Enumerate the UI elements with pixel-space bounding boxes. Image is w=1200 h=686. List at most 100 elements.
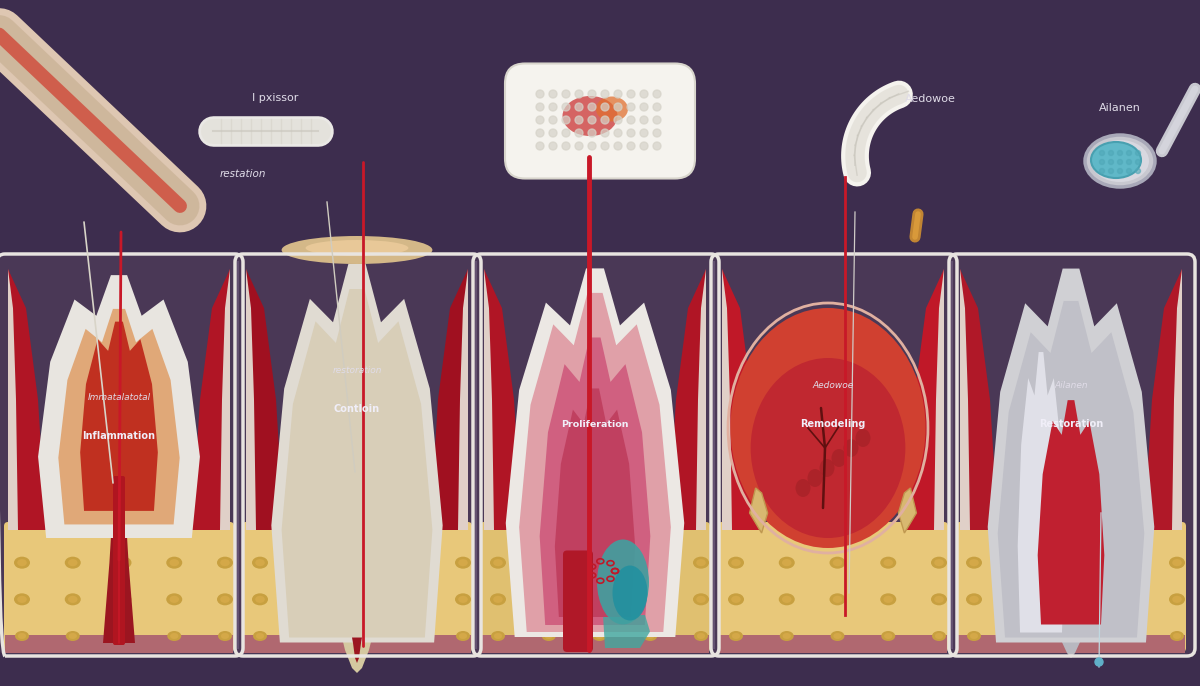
Ellipse shape bbox=[935, 633, 943, 639]
Circle shape bbox=[628, 103, 635, 111]
Ellipse shape bbox=[167, 556, 182, 569]
Circle shape bbox=[536, 142, 544, 150]
Circle shape bbox=[1127, 150, 1132, 156]
Ellipse shape bbox=[304, 631, 318, 641]
Ellipse shape bbox=[408, 559, 418, 566]
Ellipse shape bbox=[252, 556, 268, 569]
Circle shape bbox=[614, 103, 622, 111]
Ellipse shape bbox=[642, 556, 659, 569]
Ellipse shape bbox=[494, 633, 502, 639]
Circle shape bbox=[1109, 150, 1114, 156]
Ellipse shape bbox=[731, 308, 925, 548]
Ellipse shape bbox=[541, 556, 557, 569]
Circle shape bbox=[550, 90, 557, 98]
Ellipse shape bbox=[306, 559, 316, 566]
Polygon shape bbox=[750, 488, 768, 533]
Ellipse shape bbox=[408, 595, 418, 603]
Circle shape bbox=[601, 129, 610, 137]
Ellipse shape bbox=[530, 86, 570, 116]
Circle shape bbox=[1135, 150, 1140, 156]
FancyBboxPatch shape bbox=[113, 476, 125, 645]
Ellipse shape bbox=[490, 593, 506, 605]
Ellipse shape bbox=[833, 559, 842, 566]
Ellipse shape bbox=[1122, 633, 1130, 639]
Ellipse shape bbox=[1020, 559, 1030, 566]
Polygon shape bbox=[220, 269, 230, 530]
FancyBboxPatch shape bbox=[480, 522, 710, 652]
Circle shape bbox=[550, 142, 557, 150]
Ellipse shape bbox=[856, 429, 870, 447]
Ellipse shape bbox=[577, 77, 623, 109]
Ellipse shape bbox=[782, 595, 792, 603]
Polygon shape bbox=[696, 269, 706, 530]
Ellipse shape bbox=[934, 559, 943, 566]
Polygon shape bbox=[430, 269, 468, 530]
Ellipse shape bbox=[169, 595, 179, 603]
Ellipse shape bbox=[646, 595, 655, 603]
Text: Ailanen: Ailanen bbox=[1054, 381, 1088, 390]
Ellipse shape bbox=[844, 439, 858, 457]
Circle shape bbox=[550, 129, 557, 137]
Circle shape bbox=[1127, 160, 1132, 165]
Polygon shape bbox=[1172, 269, 1182, 530]
Ellipse shape bbox=[68, 633, 77, 639]
FancyBboxPatch shape bbox=[475, 256, 718, 654]
Polygon shape bbox=[960, 269, 970, 530]
Ellipse shape bbox=[490, 556, 506, 569]
Bar bbox=[719, 635, 947, 653]
Ellipse shape bbox=[782, 559, 792, 566]
Ellipse shape bbox=[1020, 595, 1030, 603]
Polygon shape bbox=[934, 269, 944, 530]
Polygon shape bbox=[80, 322, 158, 511]
Ellipse shape bbox=[115, 593, 132, 605]
Circle shape bbox=[575, 116, 583, 124]
Ellipse shape bbox=[731, 595, 740, 603]
Circle shape bbox=[536, 116, 544, 124]
Circle shape bbox=[614, 90, 622, 98]
Ellipse shape bbox=[970, 633, 978, 639]
Polygon shape bbox=[960, 269, 998, 530]
Ellipse shape bbox=[694, 631, 708, 641]
Ellipse shape bbox=[544, 559, 553, 566]
Polygon shape bbox=[602, 615, 650, 648]
Ellipse shape bbox=[592, 556, 607, 569]
Ellipse shape bbox=[694, 556, 709, 569]
Ellipse shape bbox=[881, 593, 896, 605]
Ellipse shape bbox=[1016, 593, 1033, 605]
Ellipse shape bbox=[751, 358, 905, 538]
Ellipse shape bbox=[119, 559, 128, 566]
Ellipse shape bbox=[883, 595, 893, 603]
Ellipse shape bbox=[1016, 556, 1033, 569]
Ellipse shape bbox=[169, 559, 179, 566]
Circle shape bbox=[640, 116, 648, 124]
Polygon shape bbox=[988, 268, 1154, 643]
Ellipse shape bbox=[598, 539, 649, 624]
Polygon shape bbox=[554, 388, 635, 617]
Circle shape bbox=[601, 90, 610, 98]
Text: I pxissor: I pxissor bbox=[252, 93, 298, 103]
Ellipse shape bbox=[116, 631, 131, 641]
Circle shape bbox=[1117, 160, 1122, 165]
Circle shape bbox=[588, 103, 596, 111]
Ellipse shape bbox=[68, 559, 78, 566]
Circle shape bbox=[653, 116, 661, 124]
Ellipse shape bbox=[354, 631, 368, 641]
Ellipse shape bbox=[455, 556, 470, 569]
Ellipse shape bbox=[221, 559, 230, 566]
Text: Immatalatotal: Immatalatotal bbox=[88, 392, 150, 401]
Ellipse shape bbox=[595, 559, 605, 566]
Ellipse shape bbox=[14, 593, 30, 605]
Ellipse shape bbox=[167, 593, 182, 605]
Ellipse shape bbox=[408, 633, 416, 639]
Circle shape bbox=[653, 103, 661, 111]
Ellipse shape bbox=[306, 633, 314, 639]
Circle shape bbox=[653, 129, 661, 137]
Ellipse shape bbox=[970, 595, 979, 603]
Ellipse shape bbox=[282, 236, 432, 264]
Circle shape bbox=[628, 129, 635, 137]
Ellipse shape bbox=[354, 593, 370, 605]
Ellipse shape bbox=[1070, 559, 1080, 566]
Ellipse shape bbox=[730, 631, 743, 641]
Polygon shape bbox=[668, 269, 706, 530]
Ellipse shape bbox=[1091, 140, 1150, 182]
